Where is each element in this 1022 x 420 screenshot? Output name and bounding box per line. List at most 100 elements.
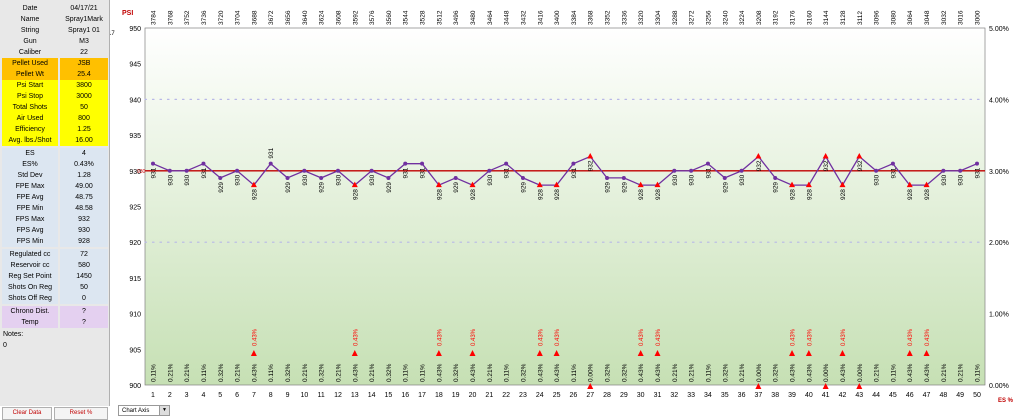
fps-value-label: 930 xyxy=(167,174,174,185)
left-tick-label: 910 xyxy=(129,312,141,319)
right-tick-label: 1.00% xyxy=(989,312,1009,319)
fps-extreme-marker xyxy=(435,181,442,188)
fps-point xyxy=(874,168,879,173)
shot-number-label: 30 xyxy=(637,392,645,399)
notes-label: Notes: xyxy=(3,331,24,338)
panel-row-value: 0.43% xyxy=(60,159,108,170)
fps-value-label: 929 xyxy=(453,182,460,193)
es-value-label: 0.21% xyxy=(958,363,965,382)
psi-label: 3608 xyxy=(335,10,342,25)
fps-point xyxy=(151,161,155,166)
panel-row-label: Psi Start xyxy=(2,80,58,91)
es-high-marker xyxy=(637,350,644,356)
fps-value-label: 931 xyxy=(420,167,427,178)
shot-number-label: 43 xyxy=(855,392,863,399)
fps-extreme-marker xyxy=(755,153,762,159)
panel-row-value: 3800 xyxy=(60,80,108,91)
shot-number-label: 20 xyxy=(469,392,477,399)
fps-value-label: 932 xyxy=(823,160,830,171)
shot-number-label: 1 xyxy=(151,392,155,399)
es-high-marker xyxy=(553,350,560,356)
panel-row-label: FPE Max xyxy=(2,181,58,192)
panel-row: Reservoir cc 580 xyxy=(2,260,108,271)
shot-number-label: 36 xyxy=(738,392,746,399)
panel-row-label: String xyxy=(20,27,40,34)
panel-row: Std Dev 1.28 xyxy=(2,170,108,181)
fps-point xyxy=(773,175,778,180)
fps-value-label: 931 xyxy=(705,167,712,178)
fps-value-label: 928 xyxy=(924,189,931,200)
es-high-label: 0.43% xyxy=(538,328,544,346)
es-high-marker xyxy=(654,350,661,356)
panel-row-label: ES% xyxy=(2,159,58,170)
left-tick-label: 940 xyxy=(129,97,141,104)
panel-row-value: 48.75 xyxy=(60,192,108,203)
psi-label: 3112 xyxy=(857,11,864,25)
es-zero-marker xyxy=(856,383,863,389)
fps-extreme-marker xyxy=(923,181,930,188)
psi-label: 3064 xyxy=(907,10,914,25)
es-value-label: 0.21% xyxy=(941,363,948,382)
es-value-label: 0.43% xyxy=(806,363,813,382)
chevron-down-icon[interactable]: ▼ xyxy=(159,406,169,415)
es-high-label: 0.43% xyxy=(791,328,797,346)
es-value-label: 0.11% xyxy=(268,364,275,382)
shot-number-label: 41 xyxy=(822,392,830,399)
fps-point xyxy=(504,161,509,166)
fps-value-label: 931 xyxy=(403,167,410,178)
fps-point xyxy=(571,161,576,166)
shot-number-label: 34 xyxy=(704,392,712,399)
shot-number-label: 7 xyxy=(252,392,256,399)
shot-number-label: 12 xyxy=(334,392,342,399)
panel-row-value: M3 xyxy=(60,36,108,47)
psi-label: 3192 xyxy=(773,10,780,25)
panel-row-value: Spray1Mark xyxy=(60,14,108,25)
shot-number-label: 2 xyxy=(168,392,172,399)
es-value-label: 0.11% xyxy=(705,364,712,382)
fps-point xyxy=(621,175,626,180)
left-tick-label: 945 xyxy=(129,62,141,69)
notes-value[interactable]: 0 xyxy=(3,342,7,349)
clear-data-button[interactable]: Clear Data xyxy=(2,407,52,420)
fps-value-label: 928 xyxy=(655,189,662,200)
shot-number-label: 14 xyxy=(368,392,376,399)
left-tick-label: 915 xyxy=(129,276,141,283)
fps-value-label: 931 xyxy=(975,167,982,178)
fps-point xyxy=(722,175,727,180)
average-marker: 930 xyxy=(137,169,146,175)
shot-number-label: 33 xyxy=(687,392,695,399)
shot-number-label: 10 xyxy=(300,392,308,399)
es-value-label: 0.32% xyxy=(773,363,780,382)
panel-row: Caliber 22 xyxy=(2,47,108,58)
panel-row-value: 800 xyxy=(60,113,108,124)
es-high-label: 0.43% xyxy=(841,328,847,346)
shot-number-label: 35 xyxy=(721,392,729,399)
panel-row-label: FPS Avg xyxy=(2,225,58,236)
panel-row-label: Caliber xyxy=(18,49,42,56)
fps-extreme-marker xyxy=(805,181,812,188)
panel-row-value: 928 xyxy=(60,236,108,247)
shot-number-label: 8 xyxy=(269,392,273,399)
psi-label: 3720 xyxy=(218,10,225,25)
psi-label: 3240 xyxy=(722,10,729,25)
fps-point xyxy=(605,175,610,180)
fps-value-label: 928 xyxy=(840,189,847,200)
fps-point xyxy=(235,168,240,173)
reset-percent-button[interactable]: Reset % xyxy=(54,407,108,420)
chart-axis-select[interactable]: Chart Axis ▼ xyxy=(118,405,170,416)
fps-value-label: 931 xyxy=(890,167,897,178)
panel-row-label: FPE Min xyxy=(2,203,58,214)
shot-number-label: 45 xyxy=(889,392,897,399)
es-value-label: 0.43% xyxy=(352,363,359,382)
fps-value-label: 931 xyxy=(268,147,275,158)
panel-row-label: Total Shots xyxy=(2,102,58,113)
fps-extreme-marker xyxy=(654,181,661,188)
es-value-label: 0.11% xyxy=(571,364,578,382)
shot-number-label: 17 xyxy=(418,392,426,399)
psi-label: 3352 xyxy=(605,10,612,25)
shot-number-label: 11 xyxy=(318,392,325,399)
es-value-label: 0.21% xyxy=(739,363,746,382)
es-high-label: 0.43% xyxy=(807,328,813,346)
fps-point xyxy=(487,168,492,173)
fps-extreme-marker xyxy=(536,181,543,188)
